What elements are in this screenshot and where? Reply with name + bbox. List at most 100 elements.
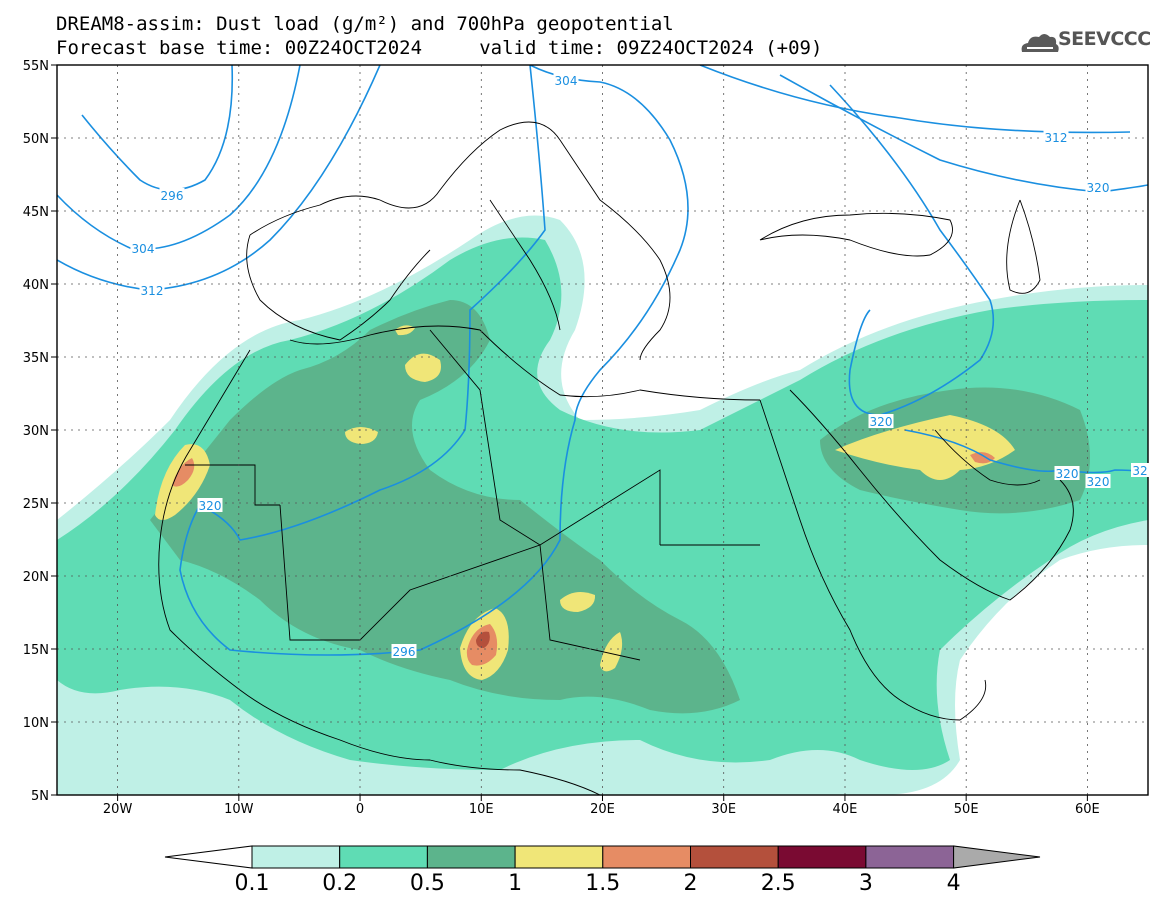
colorbar-swatch <box>514 845 604 869</box>
chart-subtitle: Forecast base time: 00Z24OCT2024 valid t… <box>56 37 823 59</box>
lat-label: 30N <box>23 424 49 439</box>
contour-label-bg <box>553 73 579 87</box>
contour-label: 296 <box>393 645 416 659</box>
lon-label: 60E <box>1075 802 1100 817</box>
latitude-labels: 55N 50N 45N 40N 35N 30N 25N 20N 15N 10N 5N <box>23 59 57 804</box>
contour-label-bg <box>1085 474 1111 488</box>
lat-label: 10N <box>23 716 49 731</box>
colorbar: 0.1 0.2 0.5 1 1.5 2 2.5 3 4 <box>164 845 1041 896</box>
graticule <box>57 65 1148 795</box>
contour-label-bg <box>130 241 156 255</box>
lat-label: 55N <box>23 59 49 74</box>
coast-persian-gulf <box>934 429 1041 486</box>
colorbar-under <box>164 845 253 869</box>
colorbar-label: 4 <box>947 871 961 896</box>
contour-label-bg <box>1054 466 1080 480</box>
contour-label-bg <box>868 414 894 428</box>
contour-label-bg <box>1085 180 1111 194</box>
colorbar-swatch <box>251 845 341 869</box>
contour-label: 320 <box>199 499 222 513</box>
lat-label: 5N <box>31 789 49 804</box>
coast-west-africa <box>158 349 431 761</box>
lon-label: 0 <box>356 802 364 817</box>
contour-label: 320 <box>1087 475 1110 489</box>
contour-label: 32 <box>1132 464 1147 478</box>
contour-label: 320 <box>870 415 893 429</box>
logo-text: SEEVCCC <box>1058 28 1151 50</box>
coast-italy <box>489 199 561 331</box>
longitude-labels: 20W 10W 0 10E 20E 30E 40E 50E 60E <box>103 795 1100 817</box>
lon-label: 40E <box>833 802 858 817</box>
dust-level-1.5-c <box>970 452 995 464</box>
dust-level-0.5 <box>150 300 740 714</box>
lat-label: 45N <box>23 205 49 220</box>
colorbar-label: 3 <box>859 871 873 896</box>
coast-caspian <box>1006 199 1041 294</box>
coast-horn <box>899 679 987 721</box>
coast-red-sea <box>759 399 901 701</box>
contour-label-bg <box>159 188 185 202</box>
colorbar-label: 0.5 <box>410 871 445 896</box>
border-mauritania <box>185 464 280 506</box>
contour-label: 304 <box>555 74 578 88</box>
lat-label: 20N <box>23 570 49 585</box>
border-sahel <box>279 504 641 661</box>
cloud-icon <box>1021 34 1059 52</box>
colorbar-label: 2 <box>684 871 698 896</box>
lat-label: 40N <box>23 278 49 293</box>
contour-labels: 296 304 312 320 296 304 312 320 320 320 320 32 <box>130 73 1149 659</box>
contour-304-east <box>779 74 1148 193</box>
colorbar-label: 2.5 <box>761 871 796 896</box>
border-libya <box>429 329 661 546</box>
contour-label-bg <box>1131 463 1149 477</box>
dust-level-1-e <box>560 591 596 612</box>
colorbar-label: 0.1 <box>235 871 270 896</box>
contour-label: 312 <box>141 284 164 298</box>
colorbar-swatch <box>777 845 867 869</box>
lat-label: 35N <box>23 351 49 366</box>
coast-black-sea <box>759 212 953 257</box>
coast-arabia <box>789 389 1074 601</box>
coast-europe <box>249 121 671 361</box>
colorbar-label: 1.5 <box>585 871 620 896</box>
contour-304-west <box>57 65 301 250</box>
dust-level-1-c <box>345 427 378 444</box>
coastlines <box>158 121 1074 795</box>
colorbar-over <box>953 845 1041 869</box>
lon-label: 20E <box>590 802 615 817</box>
colorbar-swatch <box>602 845 691 869</box>
lon-label: 10W <box>224 802 254 817</box>
coast-north-africa <box>289 325 761 401</box>
dust-level-1-g <box>835 415 1015 480</box>
contour-label: 304 <box>132 242 155 256</box>
colorbar-swatch <box>339 845 428 869</box>
contour-320-north <box>179 65 689 656</box>
chart-title: DREAM8-assim: Dust load (g/m²) and 700hP… <box>56 13 674 35</box>
contour-312-east <box>829 84 995 416</box>
dust-level-1-f <box>600 632 623 672</box>
colorbar-label: 1 <box>508 871 522 896</box>
colorbar-label: 0.2 <box>322 871 357 896</box>
coast-gulf-guinea <box>429 759 601 795</box>
lat-label: 15N <box>23 643 49 658</box>
contour-label-bg <box>139 283 165 297</box>
dust-level-2 <box>476 631 490 648</box>
lon-label: 20W <box>103 802 133 817</box>
lon-label: 10E <box>469 802 494 817</box>
contour-label: 320 <box>1056 467 1079 481</box>
contour-label: 296 <box>161 189 184 203</box>
lat-label: 50N <box>23 132 49 147</box>
contour-label: 320 <box>1087 181 1110 195</box>
colorbar-swatch <box>865 845 955 869</box>
colorbar-swatch <box>690 845 779 869</box>
contour-label-bg <box>391 644 417 658</box>
colorbar-swatch <box>426 845 516 869</box>
contour-label-bg <box>1043 130 1069 144</box>
contour-label: 312 <box>1045 131 1068 145</box>
dust-level-1-b <box>405 353 441 382</box>
lon-label: 30E <box>711 802 736 817</box>
contour-label-bg <box>197 498 223 512</box>
dust-shading <box>57 215 1148 795</box>
lat-label: 25N <box>23 497 49 512</box>
